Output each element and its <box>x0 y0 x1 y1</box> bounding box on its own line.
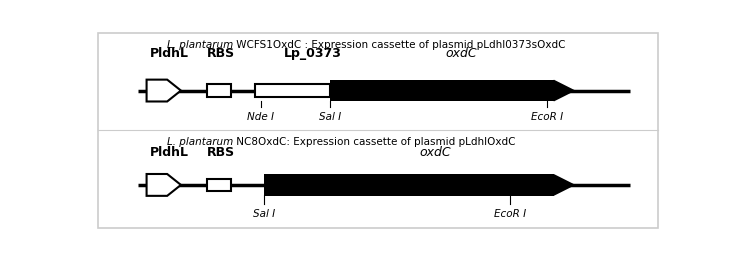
Bar <box>330 80 554 101</box>
Text: Lp_0373: Lp_0373 <box>283 47 342 60</box>
Text: Nde I: Nde I <box>247 112 275 122</box>
Bar <box>255 84 330 97</box>
Bar <box>207 84 231 97</box>
Text: oxdC: oxdC <box>420 146 451 159</box>
Text: RBS: RBS <box>207 47 235 60</box>
Text: WCFS1OxdC : Expression cassette of plasmid pLdhl0373sOxdC: WCFS1OxdC : Expression cassette of plasm… <box>233 40 565 50</box>
Polygon shape <box>554 174 576 196</box>
Text: Sal I: Sal I <box>253 209 275 219</box>
Text: PldhL: PldhL <box>150 146 189 159</box>
FancyBboxPatch shape <box>98 33 658 228</box>
Text: L. plantarum: L. plantarum <box>167 40 233 50</box>
Text: EcoR I: EcoR I <box>494 209 526 219</box>
Bar <box>207 179 231 191</box>
Text: EcoR I: EcoR I <box>531 112 563 122</box>
Polygon shape <box>147 174 181 196</box>
Text: oxdC: oxdC <box>445 47 477 60</box>
Text: NC8OxdC: Expression cassette of plasmid pLdhlOxdC: NC8OxdC: Expression cassette of plasmid … <box>233 137 515 147</box>
Text: PldhL: PldhL <box>150 47 189 60</box>
Bar <box>264 174 554 196</box>
Text: L. plantarum: L. plantarum <box>167 137 233 147</box>
Text: RBS: RBS <box>207 146 235 159</box>
Polygon shape <box>147 80 181 101</box>
Polygon shape <box>554 80 576 101</box>
Text: Sal I: Sal I <box>319 112 341 122</box>
